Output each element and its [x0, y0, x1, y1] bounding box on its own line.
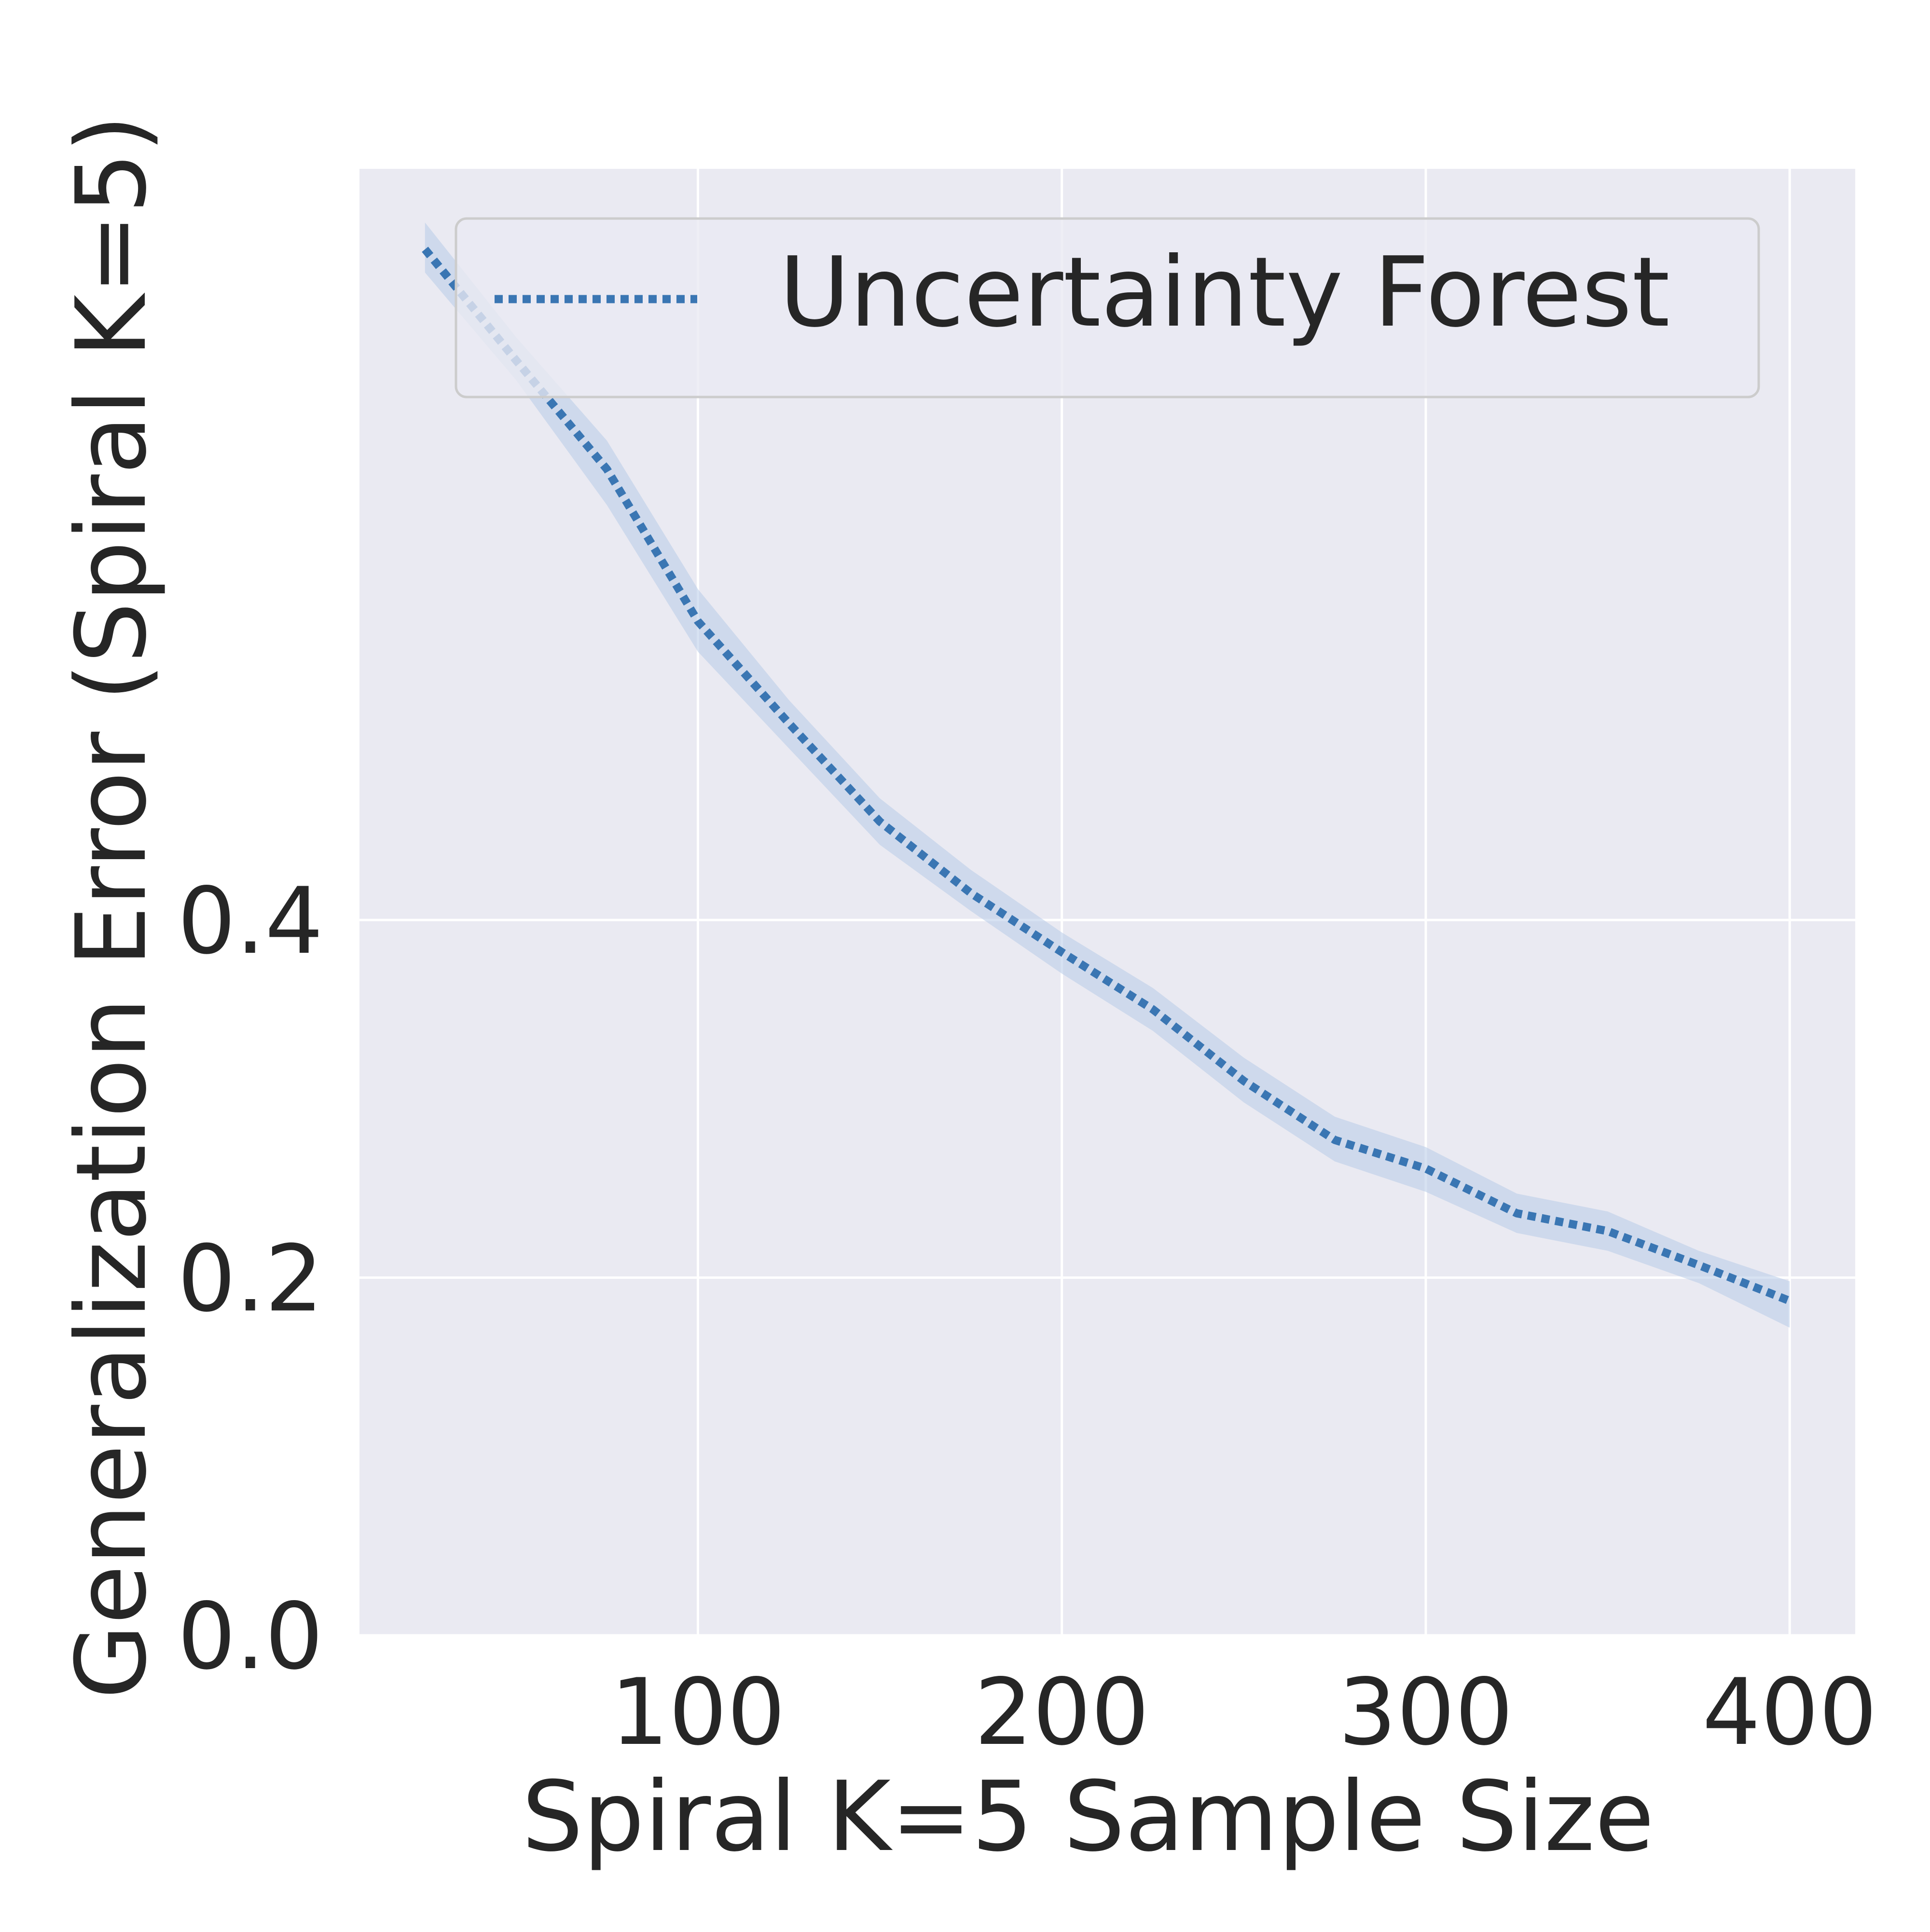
x-tick-label: 200 — [974, 1659, 1149, 1766]
y-axis-label: Generalization Error (Spiral K=5) — [55, 115, 168, 1699]
x-tick-label: 300 — [1338, 1659, 1514, 1766]
series-line — [422, 247, 1792, 1305]
y-tick-label: 0.4 — [178, 868, 323, 974]
x-tick-label: 100 — [610, 1659, 786, 1766]
legend: Uncertainty Forest — [455, 217, 1760, 398]
y-tick-label: 0.0 — [178, 1583, 323, 1690]
legend-box — [455, 217, 1760, 398]
series-lines — [422, 247, 1792, 1305]
grid-lines — [359, 169, 1855, 1637]
x-tick-label: 400 — [1702, 1659, 1877, 1766]
x-axis-label: Spiral K=5 Sample Size — [522, 1761, 1654, 1873]
legend-label: Uncertainty Forest — [779, 236, 1670, 349]
y-tick-label: 0.2 — [178, 1226, 323, 1332]
tick-labels: 100 200 300 400 0.0 0.2 0.4 — [178, 868, 1877, 1766]
plot-background — [359, 169, 1855, 1635]
